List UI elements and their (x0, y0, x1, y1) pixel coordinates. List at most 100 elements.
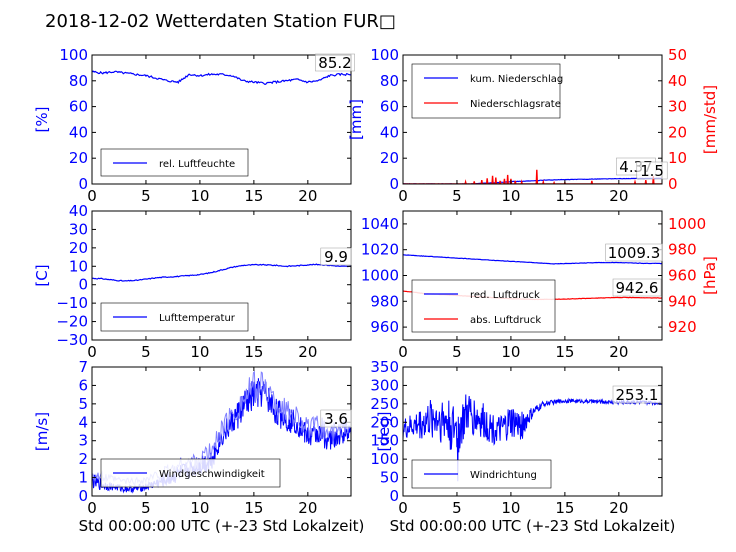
x-tick-label: 20 (298, 499, 317, 517)
y-tick-label: 100 (370, 46, 399, 64)
y-tick-label: 300 (370, 376, 399, 394)
y-tick-label: 20 (380, 149, 399, 167)
y-tick-label: 0 (389, 487, 399, 505)
y-tick-label: 7 (78, 358, 88, 376)
y-tick-label: 1 (78, 469, 88, 487)
series-line-pressure-0 (403, 254, 662, 265)
y2-tick-label: 960 (668, 267, 697, 285)
y-tick-label: 350 (370, 358, 399, 376)
x-tick-label: 15 (244, 343, 263, 361)
y-tick-label: 60 (69, 98, 88, 116)
series-line-precip-0 (403, 177, 662, 184)
y2-tick-label: 50 (668, 46, 687, 64)
y2-tick-label: 0 (668, 175, 678, 193)
y-tick-label: 100 (59, 46, 88, 64)
panel-humidity: 0 5 10 15 20 0 20 40 60 80 100 [%] rel. Luftfeuchte 8… (33, 46, 355, 205)
legend-label: Lufttemperatur (159, 313, 236, 324)
panel-pressure: 0 5 10 15 20 960 980 1000 1020 1040 920 940 960 980 10… (361, 210, 719, 361)
x-tick-label: 0 (398, 187, 408, 205)
legend-label: kum. Niederschlag (470, 74, 563, 85)
legend-label: red. Luftdruck (470, 290, 540, 301)
y-tick-label: 80 (69, 72, 88, 90)
x-tick-label: 5 (141, 187, 151, 205)
x-tick-label: 15 (244, 499, 263, 517)
x-tick-label: 15 (555, 343, 574, 361)
x-tick-label: 20 (298, 187, 317, 205)
x-tick-label: 10 (501, 187, 520, 205)
x-tick-label: 10 (190, 343, 209, 361)
y2-tick-label: 40 (668, 72, 687, 90)
x-tick-label: 5 (452, 343, 462, 361)
y-axis-label: [deg] (375, 412, 393, 452)
y-tick-label: 1000 (361, 267, 399, 285)
x-tick-label: 15 (244, 187, 263, 205)
current-value-label: 942.6 (616, 279, 659, 297)
y-tick-label: 2 (78, 450, 88, 468)
y-tick-label: 0 (78, 487, 88, 505)
current-value-label: 1009.3 (608, 244, 661, 262)
y-tick-label: 1040 (361, 215, 399, 233)
legend-box-precip (411, 63, 561, 119)
plot-frame-temperature (91, 210, 352, 341)
x-tick-label: 20 (609, 187, 628, 205)
panel-temperature: 0 5 10 15 20−30−20−10010203040[C]Lufttempera… (33, 202, 352, 361)
current-value-label: 9.9 (324, 248, 348, 266)
y2-tick-label: 980 (668, 241, 697, 259)
plot-frame-direction (402, 366, 663, 497)
y-tick-label: 40 (69, 202, 88, 220)
series-line-precip-1 (403, 169, 662, 184)
y-tick-label: 0 (389, 175, 399, 193)
y-tick-label: 0 (78, 276, 88, 294)
y-tick-label: 30 (69, 220, 88, 238)
plot-frame-wind (91, 366, 352, 497)
legend-label: abs. Luftdruck (470, 315, 541, 326)
x-axis-label: Std 00:00:00 UTC (+-23 Std Lokalzeit) (390, 517, 676, 535)
y-tick-label: 5 (78, 395, 88, 413)
y-tick-label: 200 (370, 413, 399, 431)
x-tick-label: 5 (141, 499, 151, 517)
x-tick-label: 0 (87, 499, 97, 517)
x-tick-label: 20 (298, 343, 317, 361)
y-tick-label: 960 (370, 318, 399, 336)
x-tick-label: 5 (452, 499, 462, 517)
current-value-label: 3.6 (324, 410, 348, 428)
y-tick-label: 1020 (361, 241, 399, 259)
y-tick-label: 3 (78, 432, 88, 450)
y-tick-label: 40 (380, 123, 399, 141)
current-value-label: 253.1 (616, 386, 659, 404)
figure-title: 2018-12-02 Wetterdaten Station FUR□ (45, 11, 396, 32)
series-line-temperature-0 (92, 263, 351, 282)
y2-tick-label: 920 (668, 318, 697, 336)
y-tick-label: −30 (56, 331, 88, 349)
x-tick-label: 0 (398, 343, 408, 361)
x-tick-label: 0 (87, 343, 97, 361)
y-tick-label: 60 (380, 98, 399, 116)
y-axis-label: [C] (33, 264, 51, 286)
legend-label: Niederschlagsrate (470, 99, 561, 110)
x-tick-label: 15 (555, 499, 574, 517)
y2-axis-label: [mm/std] (701, 85, 719, 154)
y-tick-label: 20 (69, 239, 88, 257)
y2-tick-label: 20 (668, 123, 687, 141)
y-tick-label: 20 (69, 149, 88, 167)
y-tick-label: 150 (370, 432, 399, 450)
y-tick-label: 80 (380, 72, 399, 90)
panel-precip: 0 5 10 15 20 0 20 40 60 80 100 0 10 20 30 40 50 [mm] [mm/s… (347, 46, 719, 205)
y2-tick-label: 10 (668, 149, 687, 167)
plot-frame-humidity (91, 54, 352, 185)
x-tick-label: 5 (452, 187, 462, 205)
x-axis-label: Std 00:00:00 UTC (+-23 Std Lokalzeit) (79, 517, 365, 535)
legend-box-direction (411, 459, 552, 489)
x-tick-label: 5 (141, 343, 151, 361)
plot-frame-precip (402, 54, 663, 185)
y2-tick-label: 940 (668, 292, 697, 310)
legend-label: rel. Luftfeuchte (159, 159, 235, 170)
y-tick-label: 250 (370, 395, 399, 413)
y-tick-label: 4 (78, 413, 88, 431)
y-axis-label: [%] (33, 107, 51, 133)
y-tick-label: −20 (56, 313, 88, 331)
legend-box-pressure (411, 279, 556, 333)
current-value-label: 1.5 (640, 162, 664, 180)
